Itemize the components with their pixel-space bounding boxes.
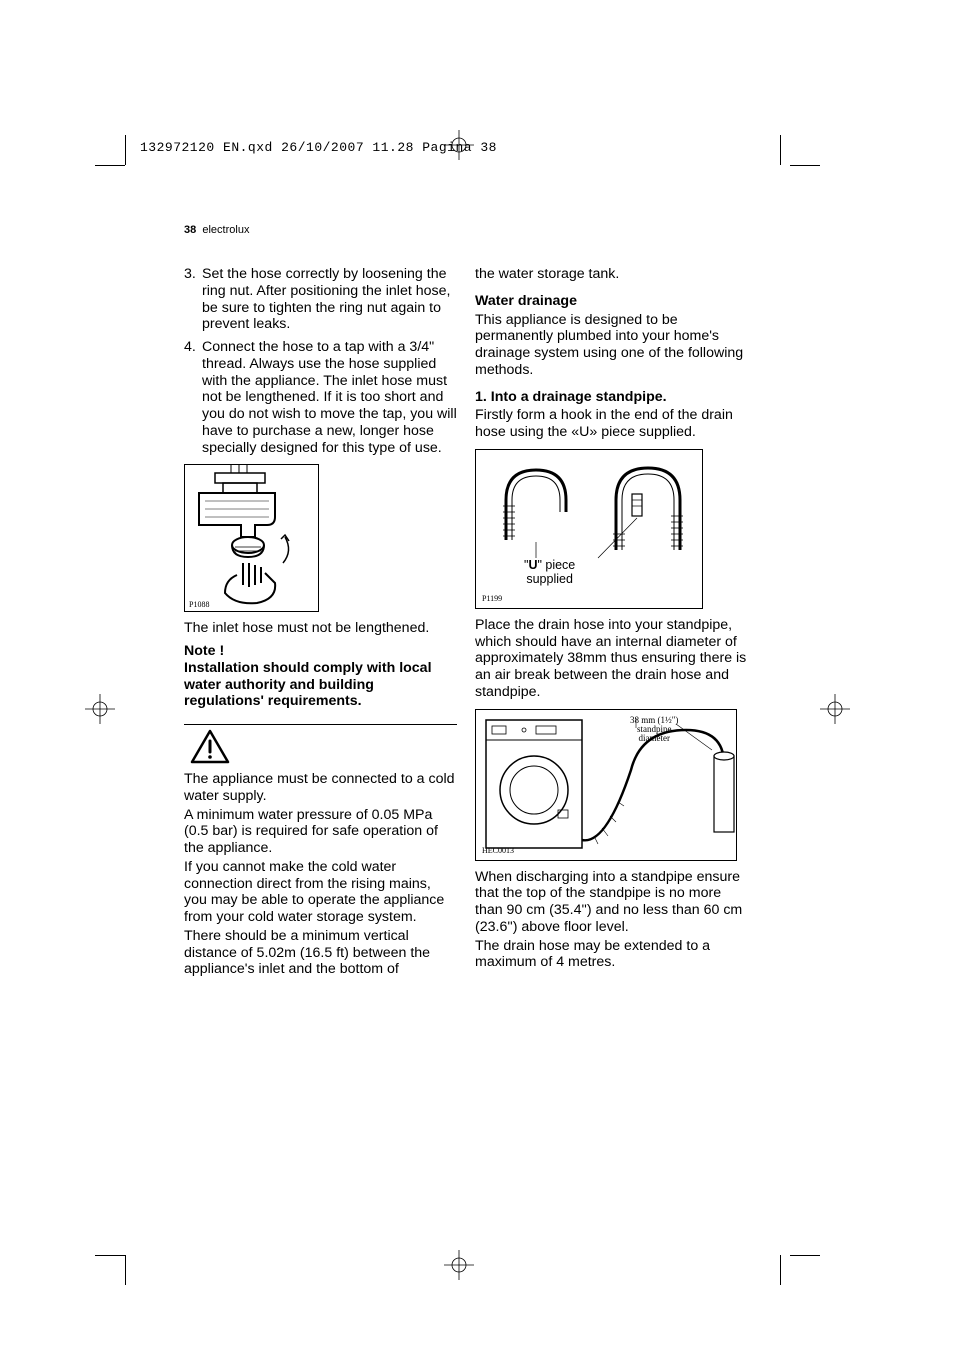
crop-mark (85, 1255, 125, 1295)
para-standpipe-1: Firstly form a hook in the end of the dr… (475, 407, 748, 441)
left-column: 3. Set the hose correctly by loosening t… (184, 266, 457, 980)
water-supply-section: The appliance must be connected to a col… (184, 771, 457, 978)
heading-standpipe: 1. Into a drainage standpipe. (475, 389, 748, 406)
para-standpipe-3: When discharging into a standpipe ensure… (475, 869, 748, 936)
standpipe-dim-label: 38 mm (1½") standpipe diameter (630, 716, 678, 744)
list-item-4: 4. Connect the hose to a tap with a 3/4"… (184, 339, 457, 456)
registration-mark-icon (820, 694, 850, 724)
figure-u-piece: "U" piece supplied P1199 (475, 449, 703, 609)
para-vertical: There should be a minimum vertical dista… (184, 928, 457, 978)
crop-mark (85, 125, 125, 165)
brand-name: electrolux (202, 224, 249, 236)
note-title: Note ! (184, 643, 224, 659)
u-piece-caption: "U" piece supplied (524, 558, 575, 587)
para-storage: If you cannot make the cold water connec… (184, 859, 457, 926)
figure-code: HEC0013 (482, 846, 514, 855)
figure-code: P1088 (189, 600, 209, 609)
page-content: 38 electrolux 3. Set the hose correctly … (184, 224, 750, 980)
para-cont: the water storage tank. (475, 266, 748, 283)
print-job-header: 132972120 EN.qxd 26/10/2007 11.28 Pagina… (140, 140, 497, 155)
note-block: Note ! Installation should comply with l… (184, 643, 457, 710)
figure-standpipe-install: 38 mm (1½") standpipe diameter HEC0013 (475, 709, 737, 861)
note-body: Installation should comply with local wa… (184, 660, 432, 710)
para-standpipe-2: Place the drain hose into your standpipe… (475, 617, 748, 701)
figure-tap-connection: P1088 (184, 464, 319, 612)
right-column: the water storage tank. Water drainage T… (475, 266, 748, 980)
list-item-3: 3. Set the hose correctly by loosening t… (184, 266, 457, 333)
figure-code: P1199 (482, 594, 502, 603)
para-drainage-intro: This appliance is designed to be permane… (475, 312, 748, 379)
warning-icon (190, 729, 230, 765)
registration-mark-icon (85, 694, 115, 724)
inlet-hose-note: The inlet hose must not be lengthened. (184, 620, 457, 637)
warning-divider (184, 724, 457, 725)
para-pressure: A minimum water pressure of 0.05 MPa (0.… (184, 807, 457, 857)
page-number: 38 (184, 224, 196, 236)
heading-water-drainage: Water drainage (475, 293, 748, 310)
para-standpipe-4: The drain hose may be extended to a maxi… (475, 938, 748, 972)
crop-mark (780, 1255, 820, 1295)
para-cold-water: The appliance must be connected to a col… (184, 771, 457, 805)
crop-mark (780, 125, 820, 165)
running-head: 38 electrolux (184, 224, 750, 236)
registration-mark-icon (444, 1250, 474, 1280)
